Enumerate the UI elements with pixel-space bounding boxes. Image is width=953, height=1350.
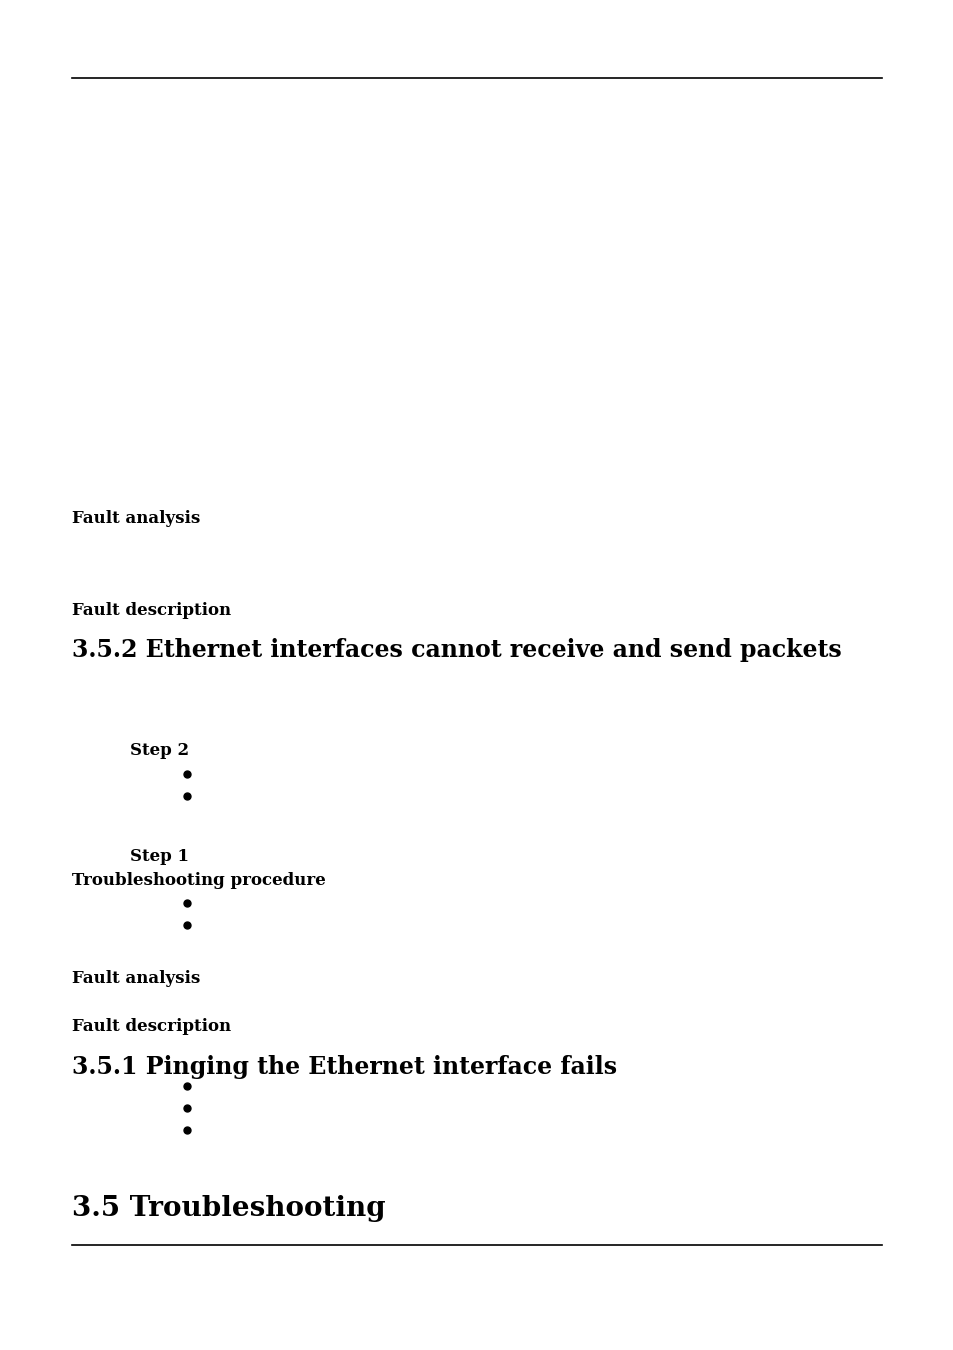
Text: Fault description: Fault description [71, 1018, 231, 1035]
Text: Step 1: Step 1 [130, 848, 189, 865]
Text: Fault analysis: Fault analysis [71, 510, 200, 526]
Text: Fault description: Fault description [71, 602, 231, 620]
Text: 3.5.2 Ethernet interfaces cannot receive and send packets: 3.5.2 Ethernet interfaces cannot receive… [71, 639, 841, 662]
Text: Troubleshooting procedure: Troubleshooting procedure [71, 872, 325, 890]
Text: Fault analysis: Fault analysis [71, 971, 200, 987]
Text: 3.5.1 Pinging the Ethernet interface fails: 3.5.1 Pinging the Ethernet interface fai… [71, 1054, 617, 1079]
Text: Step 2: Step 2 [130, 743, 189, 759]
Text: 3.5 Troubleshooting: 3.5 Troubleshooting [71, 1195, 385, 1222]
